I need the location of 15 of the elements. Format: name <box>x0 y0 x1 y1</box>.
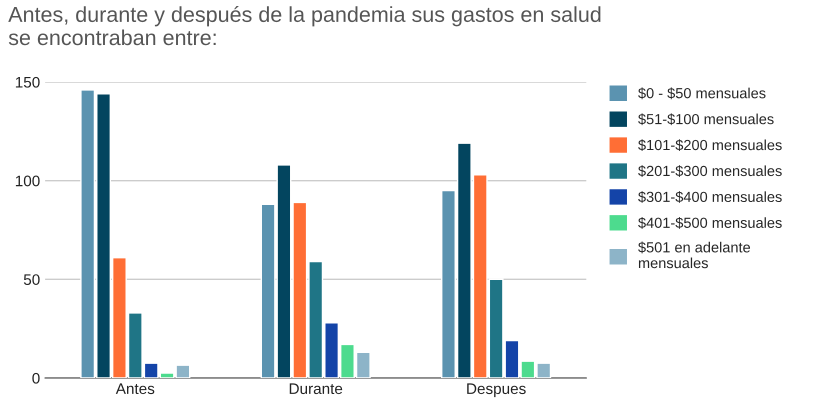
x-tick-label: Durante <box>290 383 342 394</box>
y-tick-label: 150 <box>16 76 40 88</box>
legend-label: $101-$200 mensuales <box>638 139 782 152</box>
x-tick-label: Antes <box>116 383 154 394</box>
x-tick-label: Despues <box>467 383 526 398</box>
legend-label: $501 en adelante mensuales <box>638 242 750 268</box>
legend-label: $401-$500 mensuales <box>638 217 782 229</box>
legend-label: $0 - $50 mensuales <box>638 87 766 100</box>
legend-label: $301-$400 mensuales <box>638 191 782 203</box>
legend-label: $51-$100 mensuales <box>638 113 774 126</box>
y-tick-label: 0 <box>32 372 40 384</box>
legend-label: $201-$300 mensuales <box>638 165 782 177</box>
y-tick-label: 100 <box>16 176 40 186</box>
y-tick-label: 50 <box>24 274 40 286</box>
chart-title: Antes, durante y después de la pandemia sus gastos en salud se encontraban entre: <box>8 6 600 46</box>
